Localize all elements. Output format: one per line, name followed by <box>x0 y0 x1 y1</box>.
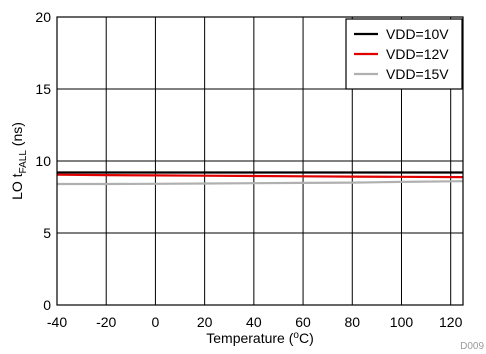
y-tick-label: 5 <box>43 225 51 241</box>
x-tick-label: -20 <box>96 314 116 330</box>
x-tick-label: 120 <box>439 314 463 330</box>
legend-label: VDD=12V <box>386 46 449 62</box>
x-tick-label: 60 <box>295 314 311 330</box>
x-axis-title: Temperature (oC) <box>206 330 314 346</box>
y-tick-label: 20 <box>35 9 51 25</box>
series-line-3 <box>57 180 464 186</box>
y-axis-title: LO tFALL (ns) <box>9 122 29 200</box>
x-tick-label: 100 <box>390 314 414 330</box>
y-tick-label: 15 <box>35 81 51 97</box>
x-tick-label: -40 <box>47 314 67 330</box>
series-line-2 <box>56 173 464 179</box>
x-tick-label: 80 <box>344 314 360 330</box>
y-tick-label: 10 <box>35 153 51 169</box>
legend: VDD=10V VDD=12V VDD=15V <box>345 18 463 90</box>
plot-frame <box>56 16 464 306</box>
legend-label: VDD=15V <box>386 66 449 82</box>
y-tick-label: 0 <box>43 297 51 313</box>
figure-id: D009 <box>460 341 484 352</box>
x-tick-label: 40 <box>246 314 262 330</box>
x-tick-label: 20 <box>197 314 213 330</box>
legend-label: VDD=10V <box>386 26 449 42</box>
x-tick-label: 0 <box>152 314 160 330</box>
